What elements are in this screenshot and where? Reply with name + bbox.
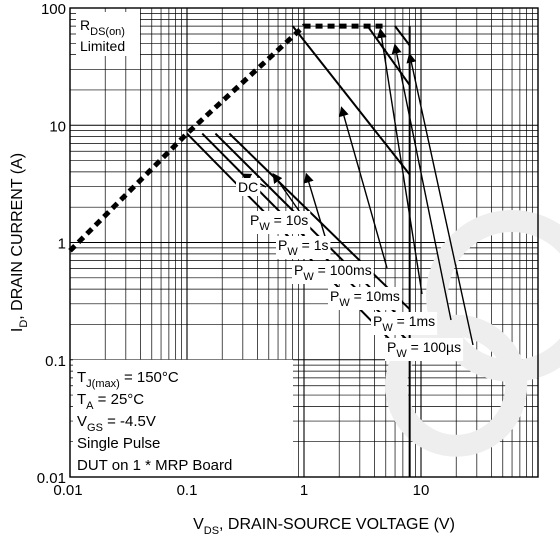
callout-arrow [272,172,305,219]
x-tick-label: 0.1 [177,482,198,499]
curve-label: DC [238,179,258,195]
rds-on-limit-line [68,23,386,253]
rds-label-box [76,12,140,56]
axes: 0.01 0.1 1 10 0.01 0.1 1 10 100 VDS, DRAIN-SOURCE… [9,1,539,537]
curve-label: PW = 100µs [387,339,461,360]
x-tick-label: 0.01 [53,482,82,499]
plot-frame [69,7,539,478]
y-tick-label: 0.01 [37,470,66,487]
curve-label: PW = 1ms [373,313,435,334]
rds-label: RDS(on) [80,17,125,38]
y-axis-title-group: ID, DRAIN CURRENT (A) [9,153,30,332]
rds-label-line2: Limited [80,38,125,54]
pulse-curve-5 [366,25,411,86]
y-tick-label: 0.1 [45,353,66,370]
x-axis-title: VDS, DRAIN-SOURCE VOLTAGE (V) [193,516,455,537]
curve-label: PW = 1s [278,237,328,258]
curve-label: PW = 10s [250,212,308,233]
callout-arrow [339,106,388,269]
y-tick-label: 100 [41,1,66,18]
pulse-curve-3 [228,132,411,310]
pulse-curve-4 [291,25,411,176]
y-axis-title: ID, DRAIN CURRENT (A) [9,153,30,332]
watermark [385,209,560,457]
pulse-curve-6 [394,25,411,46]
conditions-box [73,359,293,478]
condition-line: DUT on 1 * MRP Board [77,457,232,474]
callout-arrow [303,172,328,244]
callout-arrow [391,43,452,321]
y-tick-label: 1 [58,236,66,253]
x-tick-label: 1 [300,482,308,499]
y-tick-label: 10 [49,118,66,135]
callout-arrow [406,52,474,346]
callout-arrow [376,27,423,295]
condition-line: Single Pulse [77,435,160,452]
condition-line: VGS = -4.5V [77,413,156,434]
condition-line: TJ(max) = 150°C [77,369,179,390]
condition-line: TA = 25°C [77,391,144,412]
curve-label: PW = 100ms [294,262,372,283]
curve-label: PW = 10ms [330,288,400,309]
watermark-ring [385,314,528,457]
curve-labels: DC PW = 10s PW = 1s PW = 100ms PW = 10ms PW =… [76,12,474,361]
x-tick-label: 10 [413,482,430,499]
